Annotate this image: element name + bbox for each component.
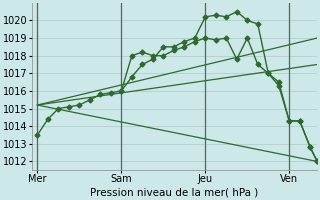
- X-axis label: Pression niveau de la mer( hPa ): Pression niveau de la mer( hPa ): [90, 187, 259, 197]
